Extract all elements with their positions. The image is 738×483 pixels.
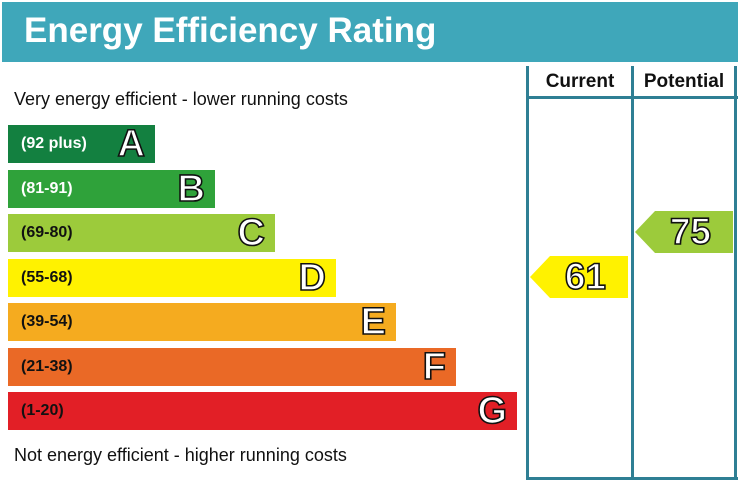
band-a: (92 plus) A [8, 122, 155, 166]
band-letter: G [477, 389, 508, 433]
band-b: (81-91) B [8, 167, 215, 211]
divider [526, 66, 529, 480]
divider [527, 477, 738, 480]
arrow-shape [530, 256, 628, 298]
band-d: (55-68) D [8, 256, 336, 300]
current-rating-arrow: 61 [530, 255, 628, 298]
top-note: Very energy efficient - lower running co… [14, 89, 348, 109]
potential-rating-arrow: 75 [635, 210, 733, 253]
potential-rating-value: 75 [669, 210, 712, 253]
band-range: (1-20) [21, 402, 64, 419]
band-g: (1-20) G [8, 389, 517, 433]
band-f: (21-38) F [8, 345, 456, 389]
divider [527, 96, 738, 99]
band-letter: A [117, 122, 146, 166]
divider [631, 66, 634, 480]
arrow-shape [635, 211, 733, 253]
band-range: (69-80) [21, 224, 73, 241]
band-range: (55-68) [21, 269, 73, 286]
band-letter: F [422, 345, 447, 389]
band-range: (39-54) [21, 313, 73, 330]
band-letter: C [237, 211, 266, 255]
band-c: (69-80) C [8, 211, 275, 255]
band-letter: B [177, 167, 206, 211]
current-rating-value: 61 [564, 255, 607, 298]
potential-column-header: Potential [643, 71, 725, 92]
chart-title: Energy Efficiency Rating [24, 11, 437, 50]
divider [734, 66, 737, 480]
band-e: (39-54) E [8, 300, 396, 344]
band-letter: D [298, 256, 327, 300]
band-range: (92 plus) [21, 135, 87, 152]
title-bar: Energy Efficiency Rating [2, 2, 738, 62]
band-range: (21-38) [21, 358, 73, 375]
bottom-note: Not energy efficient - higher running co… [14, 445, 347, 465]
band-letter: E [360, 300, 387, 344]
current-column-header: Current [545, 71, 615, 92]
band-range: (81-91) [21, 180, 73, 197]
